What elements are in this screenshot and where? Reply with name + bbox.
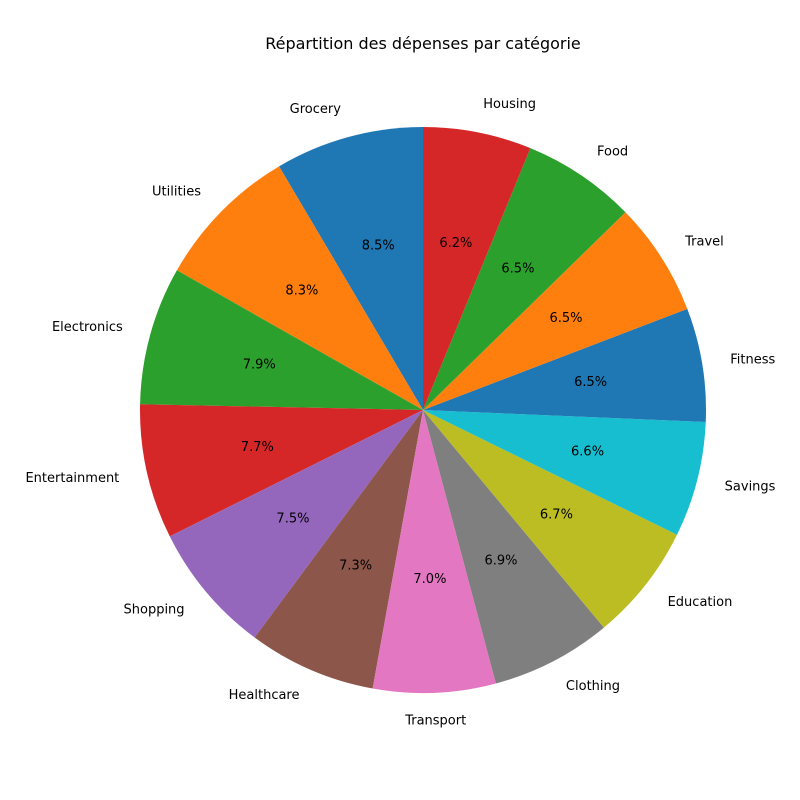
category-label-fitness: Fitness (730, 352, 775, 367)
pct-label-grocery: 8.5% (362, 239, 395, 254)
pct-label-electronics: 7.9% (243, 357, 276, 372)
category-label-housing: Housing (483, 97, 536, 112)
pie-slice-shopping (169, 410, 423, 638)
pct-label-food: 6.5% (501, 262, 534, 277)
category-label-travel: Travel (684, 235, 724, 250)
pie-slice-grocery (279, 127, 423, 410)
pct-label-education: 6.7% (540, 508, 573, 523)
pie-slice-travel (423, 212, 688, 410)
category-label-savings: Savings (725, 479, 776, 494)
pie-slice-clothing (423, 410, 604, 684)
pie-slice-utilities (176, 166, 423, 410)
category-label-entertainment: Entertainment (25, 471, 119, 486)
pct-label-fitness: 6.5% (574, 375, 607, 390)
pie-slice-electronics (140, 270, 423, 410)
pct-label-shopping: 7.5% (276, 512, 309, 527)
pie-labels: 8.5% Grocery 8.3% Utilities 7.9% Electronics 7… (25, 97, 775, 728)
chart-title: Répartition des dépenses par catégorie (265, 34, 581, 53)
pct-label-transport: 7.0% (413, 572, 446, 587)
category-label-utilities: Utilities (152, 184, 201, 199)
category-label-transport: Transport (404, 714, 466, 729)
category-label-clothing: Clothing (566, 679, 620, 694)
category-label-grocery: Grocery (290, 102, 342, 117)
pct-label-clothing: 6.9% (484, 553, 517, 568)
pie-slices (140, 127, 706, 694)
pie-slice-housing (423, 127, 531, 410)
pie-slice-entertainment (140, 404, 423, 537)
pie-slice-healthcare (254, 410, 423, 689)
pie-slice-transport (372, 410, 496, 694)
category-label-electronics: Electronics (52, 320, 123, 335)
pie-slice-savings (423, 410, 706, 535)
pct-label-savings: 6.6% (571, 444, 604, 459)
pct-label-travel: 6.5% (549, 311, 582, 326)
pct-label-utilities: 8.3% (285, 283, 318, 298)
category-label-education: Education (668, 595, 733, 610)
pie-slice-education (423, 410, 678, 628)
pct-label-entertainment: 7.7% (241, 440, 274, 455)
pct-label-healthcare: 7.3% (339, 558, 372, 573)
pie-slice-food (423, 148, 626, 410)
category-label-food: Food (597, 144, 628, 159)
pie-slice-fitness (423, 308, 706, 422)
pct-label-housing: 6.2% (439, 236, 472, 251)
category-label-healthcare: Healthcare (229, 688, 300, 703)
category-label-shopping: Shopping (124, 603, 185, 618)
